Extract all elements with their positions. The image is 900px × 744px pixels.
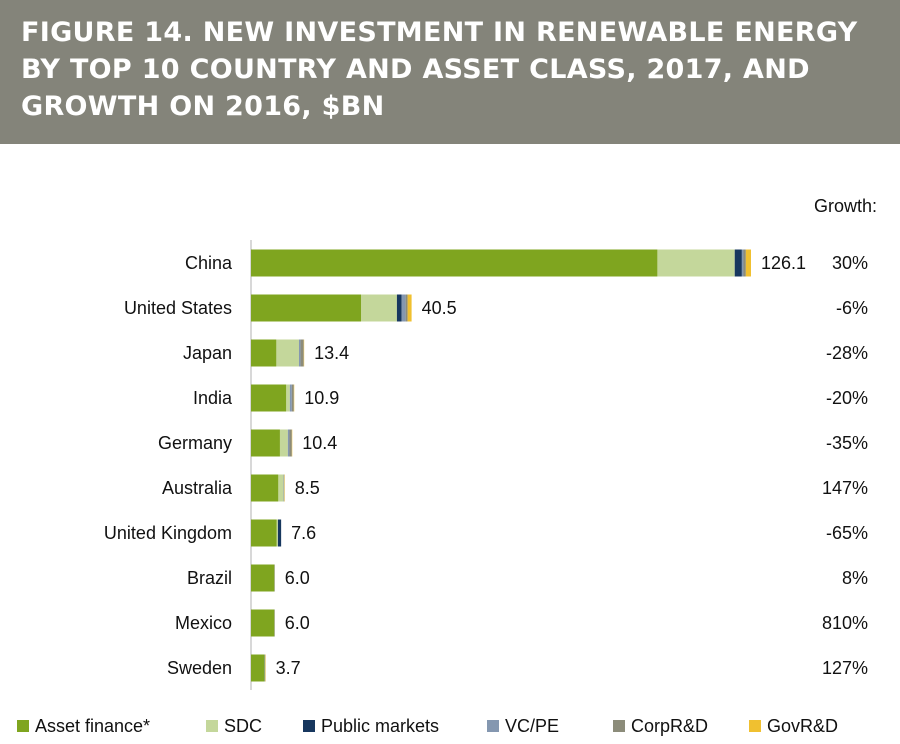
bar-china-vc-pe [741, 249, 744, 277]
legend-label-corpr-d: CorpR&D [631, 716, 708, 736]
bar-united-kingdom-public-markets [277, 519, 282, 547]
bar-india-asset-finance [251, 384, 287, 412]
total-label-germany: 10.4 [302, 433, 337, 453]
growth-label-mexico: 810% [822, 613, 868, 633]
legend-label-govr-d: GovR&D [767, 716, 838, 736]
legend-swatch-public-markets [303, 720, 315, 732]
figure-title-banner: FIGURE 14. NEW INVESTMENT IN RENEWABLE E… [0, 0, 900, 144]
bar-united-states-public-markets [396, 294, 402, 322]
total-label-sweden: 3.7 [276, 658, 301, 678]
category-label-india: India [193, 388, 233, 408]
bar-china-public-markets [734, 249, 742, 277]
growth-label-germany: -35% [826, 433, 868, 453]
bar-united-states-sdc [361, 294, 397, 322]
legend-swatch-govr-d [749, 720, 761, 732]
category-label-mexico: Mexico [175, 613, 232, 633]
bars-group: China 126.1 30% United States 40.5 -6% Japan 13… [104, 249, 868, 682]
bar-japan-corpr-d [300, 339, 304, 367]
legend-label-vc-pe: VC/PE [505, 716, 559, 736]
bar-united-states-govr-d [407, 294, 412, 322]
growth-label-india: -20% [826, 388, 868, 408]
growth-label-brazil: 8% [842, 568, 868, 588]
bar-germany-sdc [279, 429, 288, 457]
total-label-mexico: 6.0 [285, 613, 310, 633]
bar-australia-asset-finance [251, 474, 279, 502]
category-label-brazil: Brazil [187, 568, 232, 588]
bar-germany-corpr-d [289, 429, 292, 457]
legend-swatch-corpr-d [613, 720, 625, 732]
legend-swatch-asset-finance [17, 720, 29, 732]
legend: Asset finance* SDC Public markets VC/PE Corp… [17, 716, 838, 736]
bar-china-govr-d [745, 249, 751, 277]
bar-india-vc-pe [289, 384, 292, 412]
category-label-sweden: Sweden [167, 658, 232, 678]
bar-united-states-vc-pe [401, 294, 406, 322]
total-label-india: 10.9 [304, 388, 339, 408]
total-label-united-states: 40.5 [422, 298, 457, 318]
legend-label-public-markets: Public markets [321, 716, 439, 736]
legend-label-sdc: SDC [224, 716, 262, 736]
bar-germany-asset-finance [251, 429, 280, 457]
bar-sweden-asset-finance [251, 654, 265, 682]
bar-india-corpr-d [291, 384, 294, 412]
total-label-brazil: 6.0 [285, 568, 310, 588]
growth-label-australia: 147% [822, 478, 868, 498]
bar-germany-vc-pe [287, 429, 290, 457]
bar-china-sdc [657, 249, 735, 277]
bar-china-corpr-d [743, 249, 746, 277]
category-label-china: China [185, 253, 233, 273]
bar-australia-sdc [278, 474, 284, 502]
bar-united-states-corpr-d [405, 294, 408, 322]
bar-united-states-asset-finance [251, 294, 362, 322]
total-label-japan: 13.4 [314, 343, 349, 363]
growth-label-sweden: 127% [822, 658, 868, 678]
growth-label-united-states: -6% [836, 298, 868, 318]
total-label-china: 126.1 [761, 253, 806, 273]
bar-japan-vc-pe [298, 339, 301, 367]
bar-japan-asset-finance [251, 339, 277, 367]
category-label-germany: Germany [158, 433, 232, 453]
category-label-united-kingdom: United Kingdom [104, 523, 232, 543]
growth-label-japan: -28% [826, 343, 868, 363]
bar-united-kingdom-sdc [276, 519, 278, 547]
growth-label-united-kingdom: -65% [826, 523, 868, 543]
figure-title: FIGURE 14. NEW INVESTMENT IN RENEWABLE E… [21, 17, 858, 122]
legend-label-asset-finance: Asset finance* [35, 716, 150, 736]
bar-japan-sdc [276, 339, 299, 367]
growth-header: Growth: [814, 196, 877, 216]
category-label-united-states: United States [124, 298, 232, 318]
bar-india-sdc [286, 384, 290, 412]
bar-brazil-asset-finance [251, 564, 275, 592]
category-label-australia: Australia [162, 478, 233, 498]
legend-swatch-vc-pe [487, 720, 499, 732]
bar-mexico-asset-finance [251, 609, 275, 637]
total-label-australia: 8.5 [295, 478, 320, 498]
bar-united-kingdom-asset-finance [251, 519, 277, 547]
legend-swatch-sdc [206, 720, 218, 732]
total-label-united-kingdom: 7.6 [291, 523, 316, 543]
category-label-japan: Japan [183, 343, 232, 363]
growth-label-china: 30% [832, 253, 868, 273]
bar-china-asset-finance [251, 249, 658, 277]
